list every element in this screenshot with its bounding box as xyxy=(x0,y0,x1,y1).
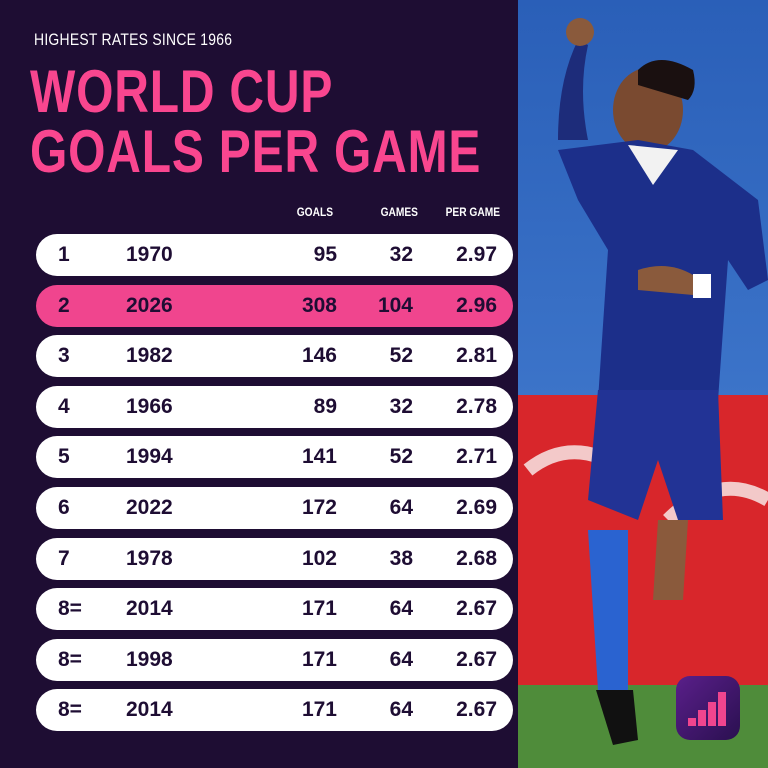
table-cell: 38 xyxy=(389,546,413,570)
column-header: GOALS xyxy=(296,205,333,219)
table-cell: 2026 xyxy=(126,293,173,317)
table-cell: 2.78 xyxy=(456,394,497,418)
table-row: 8= 2014 171 64 2.67 xyxy=(36,588,513,631)
table-cell: 2 xyxy=(58,293,70,317)
table-row: 6 2022 172 64 2.69 xyxy=(36,487,513,529)
column-header: PER GAME xyxy=(445,205,500,219)
title-line: GOALS PER GAME xyxy=(30,118,482,185)
subtitle: HIGHEST RATES SINCE 1966 xyxy=(34,30,233,49)
table-row: 7 1978 102 38 2.68 xyxy=(36,537,513,580)
table-cell: 308 xyxy=(301,293,337,317)
table-cell: 2.81 xyxy=(456,344,497,368)
table-row: 1 1970 95 32 2.97 xyxy=(36,234,513,276)
table-cell: 104 xyxy=(377,293,413,317)
table-cell: 171 xyxy=(301,698,337,722)
table-cell: 141 xyxy=(301,445,337,469)
title-line: WORLD CUP xyxy=(30,58,334,125)
table-cell: 1994 xyxy=(126,445,173,469)
table-cell: 64 xyxy=(389,496,413,519)
table-cell: 2.97 xyxy=(456,243,497,266)
table-cell: 1970 xyxy=(126,243,173,266)
table-cell: 32 xyxy=(389,394,413,418)
table-cell: 7 xyxy=(58,546,70,570)
table-cell: 2014 xyxy=(126,698,173,722)
table-cell: 2.67 xyxy=(456,698,497,722)
table-row: 2 2026 308 104 2.96 xyxy=(36,284,513,327)
table-cell: 64 xyxy=(389,647,413,671)
table-cell: 52 xyxy=(389,445,413,469)
table-cell: 5 xyxy=(58,445,70,469)
table-cell: 4 xyxy=(58,394,70,418)
table-cell: 2.71 xyxy=(456,445,497,469)
table-cell: 8= xyxy=(58,647,82,671)
table-row: 3 1982 146 52 2.81 xyxy=(36,335,513,378)
table-cell: 89 xyxy=(313,394,337,418)
table-cell: 64 xyxy=(389,698,413,722)
table-cell: 2.96 xyxy=(456,293,497,317)
table-cell: 1998 xyxy=(126,647,173,671)
table-row: 8= 1998 171 64 2.67 xyxy=(36,638,513,681)
table-cell: 95 xyxy=(313,243,337,266)
table-cell: 2.67 xyxy=(456,647,497,671)
photo xyxy=(518,0,768,768)
table-cell: 1982 xyxy=(126,344,173,368)
table-cell: 102 xyxy=(301,546,337,570)
table-cell: 2014 xyxy=(126,597,173,621)
table-cell: 64 xyxy=(389,597,413,621)
table-cell: 3 xyxy=(58,344,70,368)
table-cell: 2.67 xyxy=(456,597,497,621)
table-cell: 6 xyxy=(58,496,70,519)
table-cell: 2.69 xyxy=(456,496,497,519)
column-header: GAMES xyxy=(380,205,418,219)
table-cell: 8= xyxy=(58,698,82,722)
table-row: 4 1966 89 32 2.78 xyxy=(36,385,513,428)
table-row: 8= 2014 171 64 2.67 xyxy=(36,689,513,732)
table-cell: 1978 xyxy=(126,546,173,570)
panel: HIGHEST RATES SINCE 1966 WORLD CUP GOALS… xyxy=(30,30,513,732)
table-cell: 1966 xyxy=(126,394,173,418)
table-cell: 2022 xyxy=(126,496,173,519)
table-cell: 8= xyxy=(58,597,82,621)
table-cell: 172 xyxy=(301,496,337,519)
table-cell: 52 xyxy=(389,344,413,368)
table-cell: 1 xyxy=(58,243,70,266)
table-cell: 171 xyxy=(301,647,337,671)
table-cell: 171 xyxy=(301,597,337,621)
table-cell: 2.68 xyxy=(456,546,497,570)
table-cell: 32 xyxy=(389,243,413,266)
table-row: 5 1994 141 52 2.71 xyxy=(36,436,513,479)
table-cell: 146 xyxy=(301,344,337,368)
